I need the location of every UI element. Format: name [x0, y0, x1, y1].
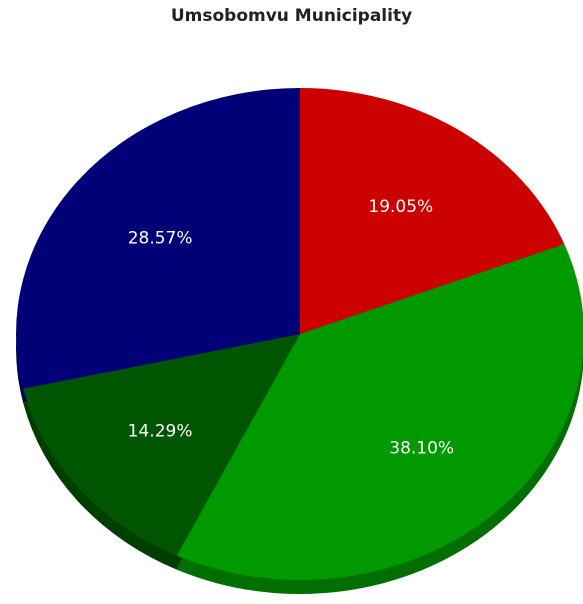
pie-slice[interactable]: [300, 88, 565, 334]
pie-slice-label: 14.29%: [128, 422, 193, 442]
pie-slice[interactable]: [176, 244, 583, 580]
pie-slices-layer: [15, 88, 583, 580]
chart-title: Umsobomvu Municipality: [170, 6, 413, 26]
pie-slice-label: 28.57%: [128, 228, 193, 248]
pie-slice-label: 19.05%: [368, 197, 433, 217]
pie-slice[interactable]: [15, 88, 300, 389]
pie-labels-layer: 19.05% 38.10% 14.29% 28.57%: [128, 197, 454, 459]
pie-slice-label: 38.10%: [389, 439, 454, 459]
pie-slice[interactable]: [23, 334, 301, 556]
